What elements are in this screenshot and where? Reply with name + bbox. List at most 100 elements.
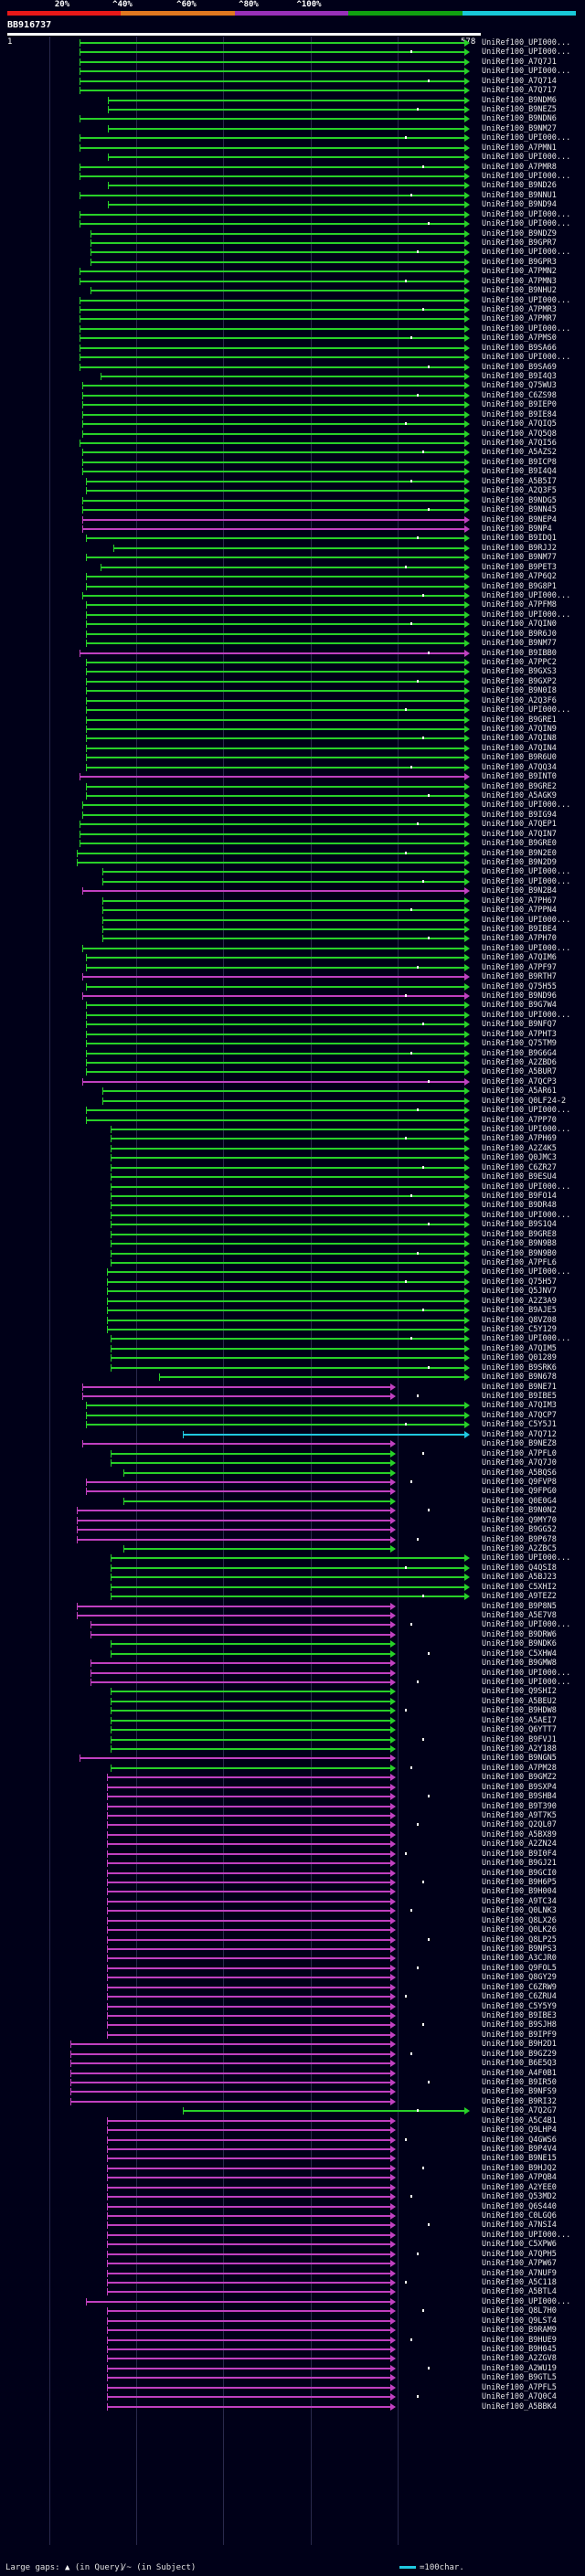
hit-alignment-bar[interactable]	[106, 1824, 390, 1827]
hit-alignment-bar[interactable]	[85, 757, 465, 759]
hit-link[interactable]: UniRef100_A7Q717	[482, 86, 557, 96]
hit-link[interactable]: UniRef100_B9DRW6	[482, 1629, 557, 1639]
hit-link[interactable]: UniRef100_B9SRK6	[482, 1362, 557, 1373]
hit-link[interactable]: UniRef100_A7PPC2	[482, 657, 557, 667]
hit-link[interactable]: UniRef100_B9NEP4	[482, 514, 557, 525]
hit-alignment-bar[interactable]	[110, 1176, 465, 1179]
hit-link[interactable]: UniRef100_UPI000...	[482, 1010, 571, 1020]
hit-link[interactable]: UniRef100_A7PMR3	[482, 305, 557, 315]
hit-alignment-bar[interactable]	[182, 2110, 465, 2113]
hit-link[interactable]: UniRef100_B9IR50	[482, 2078, 557, 2088]
hit-alignment-bar[interactable]	[106, 2148, 390, 2151]
hit-link[interactable]: UniRef100_Q9FPG0	[482, 1487, 557, 1497]
hit-alignment-bar[interactable]	[110, 1224, 465, 1226]
hit-link[interactable]: UniRef100_A7Q7J0	[482, 1458, 557, 1468]
hit-link[interactable]: UniRef100_UPI000...	[482, 876, 571, 886]
hit-link[interactable]: UniRef100_A5BQS6	[482, 1468, 557, 1478]
hit-link[interactable]: UniRef100_Q9SHI2	[482, 1687, 557, 1697]
hit-link[interactable]: UniRef100_C5XPW6	[482, 2240, 557, 2250]
hit-link[interactable]: UniRef100_B9HJQ2	[482, 2163, 557, 2173]
hit-alignment-bar[interactable]	[106, 1309, 465, 1312]
hit-alignment-bar[interactable]	[82, 890, 465, 893]
hit-link[interactable]: UniRef100_A7PFL0	[482, 1448, 557, 1458]
hit-link[interactable]: UniRef100_A2Q3F5	[482, 486, 557, 496]
hit-alignment-bar[interactable]	[106, 2119, 390, 2122]
hit-alignment-bar[interactable]	[82, 499, 465, 502]
hit-link[interactable]: UniRef100_UPI000...	[482, 219, 571, 229]
hit-link[interactable]: UniRef100_A2YEE0	[482, 2182, 557, 2192]
hit-link[interactable]: UniRef100_UPI000...	[482, 2296, 571, 2306]
hit-link[interactable]: UniRef100_B9ND96	[482, 991, 557, 1001]
hit-alignment-bar[interactable]	[108, 109, 465, 111]
hit-alignment-bar[interactable]	[110, 1576, 465, 1579]
hit-alignment-bar[interactable]	[79, 280, 465, 282]
hit-alignment-bar[interactable]	[106, 2396, 390, 2399]
hit-link[interactable]: UniRef100_UPI000...	[482, 915, 571, 925]
hit-link[interactable]: UniRef100_B9GXS3	[482, 667, 557, 677]
hit-link[interactable]: UniRef100_Q8L7H0	[482, 2306, 557, 2316]
hit-link[interactable]: UniRef100_B9NDK6	[482, 1639, 557, 1649]
hit-link[interactable]: UniRef100_B9GCI0	[482, 1868, 557, 1878]
hit-alignment-bar[interactable]	[82, 432, 465, 435]
hit-alignment-bar[interactable]	[110, 1652, 390, 1655]
hit-alignment-bar[interactable]	[106, 2282, 390, 2284]
hit-link[interactable]: UniRef100_UPI000...	[482, 590, 571, 600]
hit-alignment-bar[interactable]	[90, 1671, 390, 1674]
hit-alignment-bar[interactable]	[90, 290, 465, 292]
hit-alignment-bar[interactable]	[82, 527, 465, 530]
hit-link[interactable]: UniRef100_B9NDZ9	[482, 228, 557, 239]
hit-alignment-bar[interactable]	[85, 1043, 465, 1045]
hit-link[interactable]: UniRef100_B9GRE0	[482, 839, 557, 849]
hit-link[interactable]: UniRef100_B9NM27	[482, 123, 557, 133]
hit-link[interactable]: UniRef100_Q2QL07	[482, 1820, 557, 1830]
hit-alignment-bar[interactable]	[82, 947, 465, 949]
hit-alignment-bar[interactable]	[85, 1013, 465, 1016]
hit-link[interactable]: UniRef100_B9N2E0	[482, 848, 557, 858]
hit-link[interactable]: UniRef100_B9NDN6	[482, 114, 557, 124]
hit-alignment-bar[interactable]	[82, 423, 465, 426]
hit-alignment-bar[interactable]	[110, 1252, 465, 1255]
hit-alignment-bar[interactable]	[82, 1395, 390, 1398]
hit-alignment-bar[interactable]	[85, 1109, 465, 1112]
hit-link[interactable]: UniRef100_UPI000...	[482, 1677, 571, 1687]
hit-alignment-bar[interactable]	[79, 318, 465, 321]
hit-alignment-bar[interactable]	[76, 1510, 390, 1512]
hit-alignment-bar[interactable]	[79, 137, 465, 140]
hit-link[interactable]: UniRef100_A9TC34	[482, 1896, 557, 1906]
hit-alignment-bar[interactable]	[106, 2367, 390, 2369]
hit-alignment-bar[interactable]	[85, 480, 465, 482]
hit-alignment-bar[interactable]	[85, 623, 465, 626]
hit-alignment-bar[interactable]	[110, 1452, 390, 1455]
hit-link[interactable]: UniRef100_A7PH69	[482, 1134, 557, 1144]
hit-alignment-bar[interactable]	[85, 576, 465, 578]
hit-alignment-bar[interactable]	[106, 1871, 390, 1874]
hit-alignment-bar[interactable]	[82, 509, 465, 512]
hit-alignment-bar[interactable]	[100, 566, 465, 568]
hit-alignment-bar[interactable]	[90, 1633, 390, 1636]
hit-alignment-bar[interactable]	[79, 194, 465, 196]
hit-alignment-bar[interactable]	[110, 1766, 390, 1769]
hit-link[interactable]: UniRef100_B9RTH7	[482, 972, 557, 982]
hit-link[interactable]: UniRef100_B9P8N5	[482, 1601, 557, 1611]
hit-alignment-bar[interactable]	[79, 213, 465, 216]
hit-link[interactable]: UniRef100_B9I4Q4	[482, 467, 557, 477]
hit-link[interactable]: UniRef100_B9SJH8	[482, 2020, 557, 2030]
hit-link[interactable]: UniRef100_Q0LF24-2	[482, 1096, 567, 1106]
hit-link[interactable]: UniRef100_B9N9B8	[482, 1239, 557, 1249]
hit-alignment-bar[interactable]	[79, 1757, 390, 1760]
hit-alignment-bar[interactable]	[106, 1843, 390, 1846]
hit-alignment-bar[interactable]	[82, 1080, 465, 1083]
hit-link[interactable]: UniRef100_A7PM28	[482, 1763, 557, 1773]
hit-alignment-bar[interactable]	[106, 2329, 390, 2332]
hit-link[interactable]: UniRef100_A7QIN7	[482, 829, 557, 839]
hit-alignment-bar[interactable]	[106, 2129, 390, 2132]
hit-alignment-bar[interactable]	[79, 356, 465, 359]
hit-alignment-bar[interactable]	[110, 1166, 465, 1169]
hit-alignment-bar[interactable]	[106, 1996, 390, 1998]
hit-link[interactable]: UniRef100_B9H2D1	[482, 2040, 557, 2050]
hit-alignment-bar[interactable]	[79, 165, 465, 168]
hit-alignment-bar[interactable]	[106, 1919, 390, 1922]
hit-link[interactable]: UniRef100_A4F0B1	[482, 2068, 557, 2078]
hit-alignment-bar[interactable]	[106, 2310, 390, 2313]
hit-alignment-bar[interactable]	[85, 794, 465, 797]
